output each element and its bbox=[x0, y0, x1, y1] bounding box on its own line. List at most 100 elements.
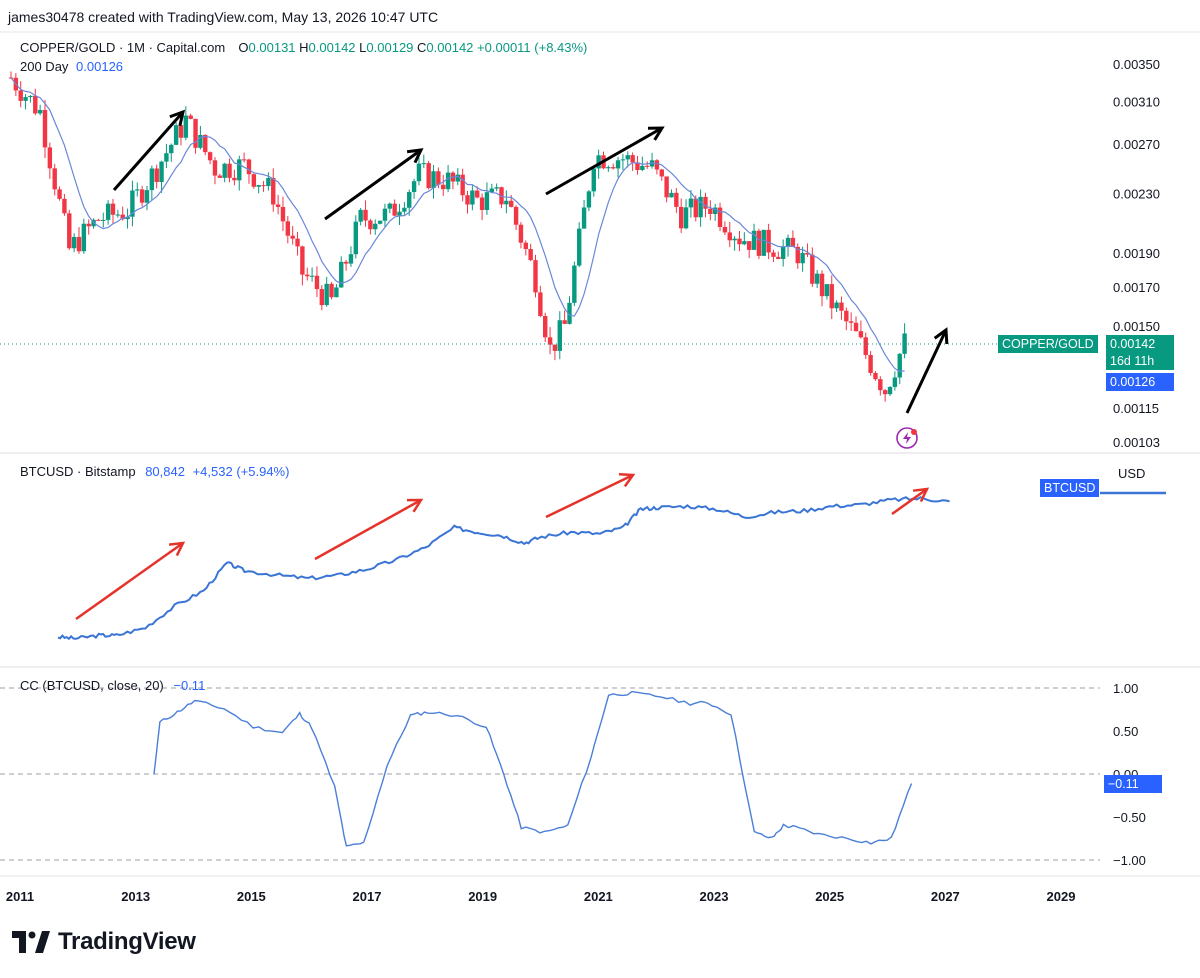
candle-body bbox=[640, 165, 645, 170]
candle-body bbox=[703, 196, 708, 209]
candle-body bbox=[159, 161, 164, 183]
candle-body bbox=[407, 192, 412, 208]
black-arrow bbox=[324, 148, 422, 221]
x-tick: 2019 bbox=[468, 889, 497, 904]
candle-body bbox=[290, 235, 295, 239]
candle-body bbox=[669, 192, 674, 198]
candle-body bbox=[810, 254, 815, 284]
close-label: C bbox=[417, 40, 427, 55]
candle-body bbox=[504, 200, 509, 205]
candle-body bbox=[533, 260, 538, 293]
candle-body bbox=[776, 256, 781, 259]
high-value: 0.00142 bbox=[308, 40, 356, 55]
cc-label: CC (BTCUSD, close, 20) bbox=[20, 678, 164, 693]
candle-body bbox=[678, 206, 684, 229]
candle-body bbox=[57, 189, 62, 199]
main-y-axis: 0.00350 0.00310 0.00270 0.00230 0.00190 0.001… bbox=[1113, 57, 1160, 450]
candle-body bbox=[246, 159, 252, 175]
candle-body bbox=[814, 273, 820, 284]
candle-body bbox=[275, 204, 281, 207]
copper-gold-candles bbox=[8, 71, 907, 402]
candle-body bbox=[460, 174, 465, 196]
btc-legend[interactable]: BTCUSD · Bitstamp 80,842 +4,532 (+5.94%) bbox=[20, 464, 289, 479]
open-label: O bbox=[238, 40, 249, 55]
candle-body bbox=[746, 241, 752, 250]
candle-body bbox=[42, 109, 48, 148]
candle-body bbox=[606, 167, 611, 169]
candle-body bbox=[266, 177, 271, 187]
candle-body bbox=[149, 168, 155, 191]
candle-body bbox=[71, 236, 77, 249]
black-arrow-head bbox=[647, 126, 665, 141]
candle-body bbox=[635, 162, 640, 170]
main-symbol: COPPER/GOLD · 1M · Capital.com bbox=[20, 40, 226, 55]
candle-body bbox=[800, 252, 805, 264]
close-value: 0.00142 bbox=[426, 40, 474, 55]
candle-body bbox=[819, 273, 825, 297]
x-tick: 2015 bbox=[237, 889, 266, 904]
candle-body bbox=[397, 211, 402, 216]
x-tick: 2017 bbox=[353, 889, 382, 904]
candle-body bbox=[353, 221, 359, 255]
candle-body bbox=[110, 203, 116, 215]
candle-body bbox=[887, 386, 893, 395]
candle-body bbox=[33, 95, 38, 114]
candle-body bbox=[164, 153, 169, 162]
red-arrow bbox=[75, 541, 184, 621]
candle-body bbox=[868, 354, 873, 373]
candle-body bbox=[693, 198, 698, 218]
main-y-tick: 0.00150 bbox=[1113, 319, 1160, 334]
candle-body bbox=[756, 230, 762, 256]
change-value: +0.00011 (+8.43%) bbox=[477, 40, 588, 55]
candle-body bbox=[363, 209, 368, 221]
candle-body bbox=[892, 377, 898, 387]
flash-icon[interactable] bbox=[896, 427, 918, 449]
candle-body bbox=[878, 379, 883, 391]
candle-body bbox=[644, 165, 650, 167]
btc-value: 80,842 bbox=[145, 464, 185, 479]
main-y-tick: 0.00103 bbox=[1113, 435, 1160, 450]
candle-body bbox=[484, 192, 490, 210]
candle-body bbox=[23, 97, 28, 101]
tradingview-logo[interactable]: TradingView bbox=[12, 928, 196, 956]
candle-body bbox=[562, 320, 567, 324]
cc-y-axis: 1.000.500.00−0.50−1.00 bbox=[1113, 681, 1146, 868]
candle-body bbox=[343, 261, 349, 264]
main-y-tick: 0.00310 bbox=[1113, 95, 1160, 110]
cc-y-tick: 1.00 bbox=[1113, 681, 1138, 696]
ma-legend[interactable]: 200 Day 0.00126 bbox=[20, 59, 123, 74]
main-y-tick: 0.00115 bbox=[1113, 401, 1159, 416]
black-arrow-head bbox=[406, 148, 424, 164]
candle-body bbox=[737, 238, 742, 245]
candle-body bbox=[193, 118, 198, 148]
cc-reference-lines bbox=[0, 687, 1100, 861]
candle-body bbox=[664, 176, 669, 198]
candle-body bbox=[421, 163, 427, 165]
time-axis[interactable]: 2011 2013 2015 2017 2019 2021 2023 2025 2027 2029 bbox=[6, 889, 1076, 904]
btc-unit-label: USD bbox=[1118, 466, 1146, 481]
candle-body bbox=[295, 238, 300, 247]
candle-body bbox=[309, 275, 315, 277]
candle-body bbox=[615, 160, 621, 169]
candle-body bbox=[373, 223, 378, 230]
candle-body bbox=[368, 220, 373, 230]
candle-body bbox=[188, 115, 193, 119]
main-legend[interactable]: COPPER/GOLD · 1M · Capital.com O0.00131 … bbox=[20, 40, 587, 55]
candle-body bbox=[305, 274, 310, 277]
btcusd-line bbox=[57, 496, 950, 641]
candle-body bbox=[717, 207, 723, 228]
cc-legend[interactable]: CC (BTCUSD, close, 20) −0.11 bbox=[20, 678, 205, 693]
candle-body bbox=[572, 265, 577, 303]
moving-average-line bbox=[10, 77, 905, 373]
last-price-tag: 0.00142 bbox=[1106, 335, 1174, 353]
cc-y-tick: −1.00 bbox=[1113, 853, 1146, 868]
candle-body bbox=[839, 302, 844, 311]
x-tick: 2029 bbox=[1047, 889, 1076, 904]
candle-body bbox=[319, 289, 325, 306]
candle-body bbox=[217, 175, 223, 178]
main-y-tick: 0.00230 bbox=[1113, 187, 1160, 202]
main-y-tick: 0.00350 bbox=[1113, 57, 1160, 72]
x-tick: 2021 bbox=[584, 889, 613, 904]
candle-body bbox=[426, 163, 431, 189]
